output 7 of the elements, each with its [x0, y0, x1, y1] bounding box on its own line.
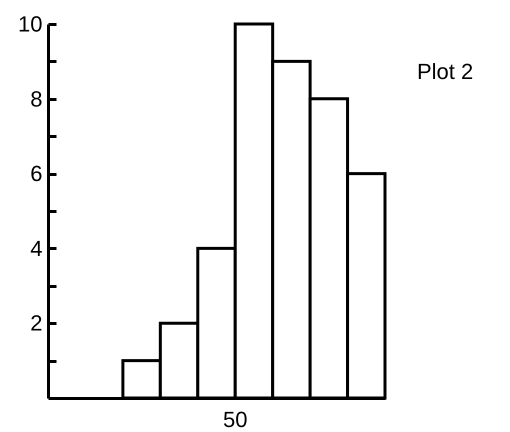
y-tick-label: 8: [30, 86, 42, 112]
y-tick-label: 2: [30, 310, 42, 336]
text: 50: [222, 407, 248, 432]
y-tick-label: 10: [18, 12, 42, 36]
y-tick-label: 6: [30, 161, 42, 186]
text: Plot 2: [417, 59, 474, 84]
y-tick-label: 4: [30, 236, 42, 261]
